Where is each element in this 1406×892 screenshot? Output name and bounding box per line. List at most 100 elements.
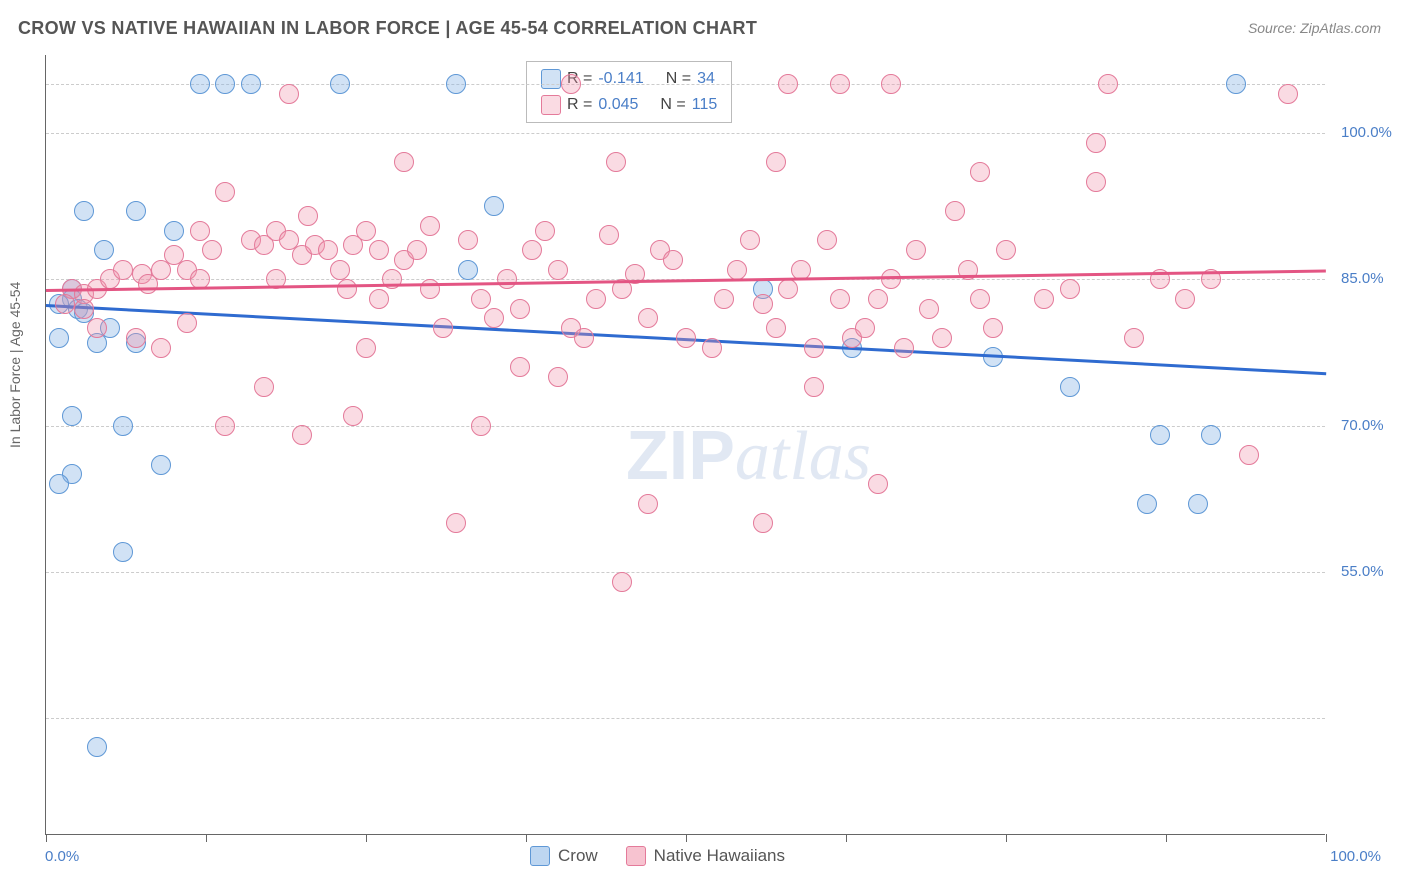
- scatter-point: [1137, 494, 1157, 514]
- scatter-point: [1278, 84, 1298, 104]
- scatter-point: [830, 289, 850, 309]
- scatter-point: [202, 240, 222, 260]
- x-tick: [46, 834, 47, 842]
- x-axis-max-label: 100.0%: [1330, 848, 1381, 865]
- series-legend: CrowNative Hawaiians: [530, 846, 785, 866]
- scatter-point: [471, 289, 491, 309]
- scatter-point: [522, 240, 542, 260]
- scatter-point: [894, 338, 914, 358]
- scatter-point: [970, 289, 990, 309]
- scatter-point: [766, 152, 786, 172]
- scatter-point: [433, 318, 453, 338]
- scatter-point: [369, 240, 389, 260]
- scatter-point: [830, 74, 850, 94]
- scatter-point: [369, 289, 389, 309]
- scatter-point: [548, 367, 568, 387]
- scatter-point: [87, 737, 107, 757]
- scatter-point: [74, 299, 94, 319]
- scatter-point: [804, 377, 824, 397]
- scatter-point: [484, 196, 504, 216]
- scatter-point: [970, 162, 990, 182]
- scatter-point: [55, 294, 75, 314]
- legend-label: Native Hawaiians: [654, 846, 785, 866]
- scatter-point: [855, 318, 875, 338]
- y-gridline: [46, 426, 1325, 427]
- n-label: N =: [660, 92, 685, 118]
- scatter-point: [279, 84, 299, 104]
- y-gridline: [46, 84, 1325, 85]
- scatter-point: [727, 260, 747, 280]
- scatter-point: [561, 74, 581, 94]
- scatter-point: [778, 74, 798, 94]
- x-tick: [846, 834, 847, 842]
- scatter-point: [356, 338, 376, 358]
- chart-title: CROW VS NATIVE HAWAIIAN IN LABOR FORCE |…: [18, 18, 757, 39]
- scatter-point: [113, 416, 133, 436]
- scatter-point: [458, 230, 478, 250]
- scatter-point: [535, 221, 555, 241]
- scatter-point: [638, 308, 658, 328]
- scatter-point: [318, 240, 338, 260]
- y-gridline: [46, 572, 1325, 573]
- scatter-point: [74, 201, 94, 221]
- scatter-point: [1188, 494, 1208, 514]
- trend-line: [46, 270, 1326, 292]
- watermark: ZIPatlas: [626, 415, 871, 497]
- y-gridline: [46, 133, 1325, 134]
- scatter-point: [1086, 133, 1106, 153]
- scatter-point: [458, 260, 478, 280]
- scatter-point: [330, 260, 350, 280]
- scatter-point: [190, 74, 210, 94]
- scatter-point: [420, 216, 440, 236]
- scatter-point: [49, 328, 69, 348]
- scatter-point: [868, 474, 888, 494]
- watermark-bold: ZIP: [626, 416, 735, 494]
- r-value: -0.141: [598, 66, 643, 92]
- scatter-point: [1060, 279, 1080, 299]
- scatter-point: [126, 328, 146, 348]
- scatter-point: [676, 328, 696, 348]
- correlation-legend-row: R =0.045N =115: [541, 92, 717, 118]
- scatter-point: [983, 318, 1003, 338]
- scatter-point: [151, 338, 171, 358]
- watermark-rest: atlas: [735, 418, 871, 495]
- scatter-point: [906, 240, 926, 260]
- scatter-point: [574, 328, 594, 348]
- legend-swatch: [626, 846, 646, 866]
- scatter-point: [446, 513, 466, 533]
- scatter-point: [612, 572, 632, 592]
- x-tick: [206, 834, 207, 842]
- legend-swatch: [541, 69, 561, 89]
- scatter-point: [1098, 74, 1118, 94]
- scatter-point: [292, 425, 312, 445]
- scatter-point: [1201, 425, 1221, 445]
- scatter-point: [510, 299, 530, 319]
- scatter-point: [868, 289, 888, 309]
- x-tick: [1326, 834, 1327, 842]
- scatter-point: [714, 289, 734, 309]
- scatter-point: [945, 201, 965, 221]
- scatter-point: [753, 513, 773, 533]
- scatter-point: [510, 357, 530, 377]
- scatter-point: [638, 494, 658, 514]
- x-tick: [366, 834, 367, 842]
- scatter-point: [753, 294, 773, 314]
- y-tick-label: 100.0%: [1341, 124, 1392, 141]
- scatter-point: [298, 206, 318, 226]
- scatter-point: [766, 318, 786, 338]
- scatter-point: [778, 279, 798, 299]
- scatter-point: [497, 269, 517, 289]
- n-label: N =: [666, 66, 691, 92]
- scatter-point: [932, 328, 952, 348]
- scatter-point: [702, 338, 722, 358]
- y-axis-title: In Labor Force | Age 45-54: [7, 282, 23, 448]
- y-tick-label: 85.0%: [1341, 270, 1384, 287]
- scatter-point: [151, 455, 171, 475]
- n-value: 115: [692, 92, 718, 118]
- scatter-point: [1034, 289, 1054, 309]
- scatter-point: [113, 260, 133, 280]
- scatter-point: [740, 230, 760, 250]
- scatter-point: [599, 225, 619, 245]
- legend-item: Native Hawaiians: [626, 846, 785, 866]
- scatter-point: [337, 279, 357, 299]
